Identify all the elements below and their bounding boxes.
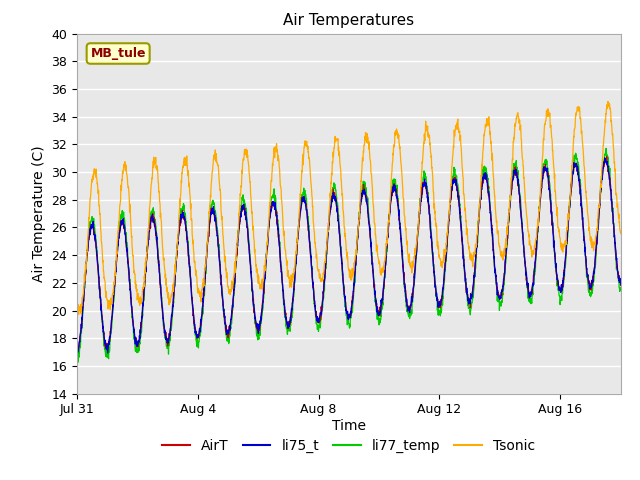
li75_t bbox=[617, 282, 625, 288]
AirT bbox=[73, 346, 81, 351]
Tsonic bbox=[101, 278, 109, 284]
li75_t bbox=[602, 157, 609, 163]
AirT bbox=[338, 255, 346, 261]
Tsonic bbox=[73, 294, 81, 300]
AirT bbox=[74, 348, 82, 354]
Tsonic bbox=[502, 240, 509, 246]
AirT bbox=[617, 283, 625, 288]
li77_temp bbox=[338, 252, 346, 258]
li75_t bbox=[602, 156, 609, 162]
li75_t bbox=[601, 155, 609, 161]
AirT bbox=[601, 156, 609, 161]
li77_temp bbox=[602, 145, 610, 151]
Title: Air Temperatures: Air Temperatures bbox=[284, 13, 414, 28]
Tsonic bbox=[75, 312, 83, 317]
li77_temp bbox=[323, 240, 331, 246]
Legend: AirT, li75_t, li77_temp, Tsonic: AirT, li75_t, li77_temp, Tsonic bbox=[157, 433, 541, 459]
X-axis label: Time: Time bbox=[332, 419, 366, 433]
li77_temp bbox=[101, 343, 109, 348]
li77_temp bbox=[617, 286, 625, 292]
li77_temp bbox=[602, 152, 609, 158]
li77_temp bbox=[74, 360, 82, 365]
Tsonic bbox=[602, 117, 609, 123]
li77_temp bbox=[73, 354, 81, 360]
li75_t bbox=[73, 353, 81, 359]
Line: li75_t: li75_t bbox=[77, 158, 621, 356]
Line: AirT: AirT bbox=[77, 156, 621, 351]
li75_t bbox=[101, 341, 109, 347]
Tsonic bbox=[604, 98, 612, 104]
Tsonic bbox=[617, 231, 625, 237]
AirT bbox=[101, 337, 109, 343]
AirT bbox=[502, 256, 509, 262]
Tsonic bbox=[601, 121, 609, 127]
Tsonic bbox=[338, 184, 346, 190]
li77_temp bbox=[502, 262, 509, 268]
AirT bbox=[603, 154, 611, 159]
li75_t bbox=[502, 259, 509, 265]
li77_temp bbox=[601, 151, 609, 157]
li75_t bbox=[73, 352, 81, 358]
Tsonic bbox=[323, 236, 331, 241]
Line: Tsonic: Tsonic bbox=[77, 101, 621, 314]
li75_t bbox=[338, 258, 346, 264]
Line: li77_temp: li77_temp bbox=[77, 148, 621, 362]
AirT bbox=[323, 244, 331, 250]
Y-axis label: Air Temperature (C): Air Temperature (C) bbox=[31, 145, 45, 282]
li75_t bbox=[323, 239, 331, 245]
Text: MB_tule: MB_tule bbox=[90, 47, 146, 60]
AirT bbox=[602, 156, 609, 162]
